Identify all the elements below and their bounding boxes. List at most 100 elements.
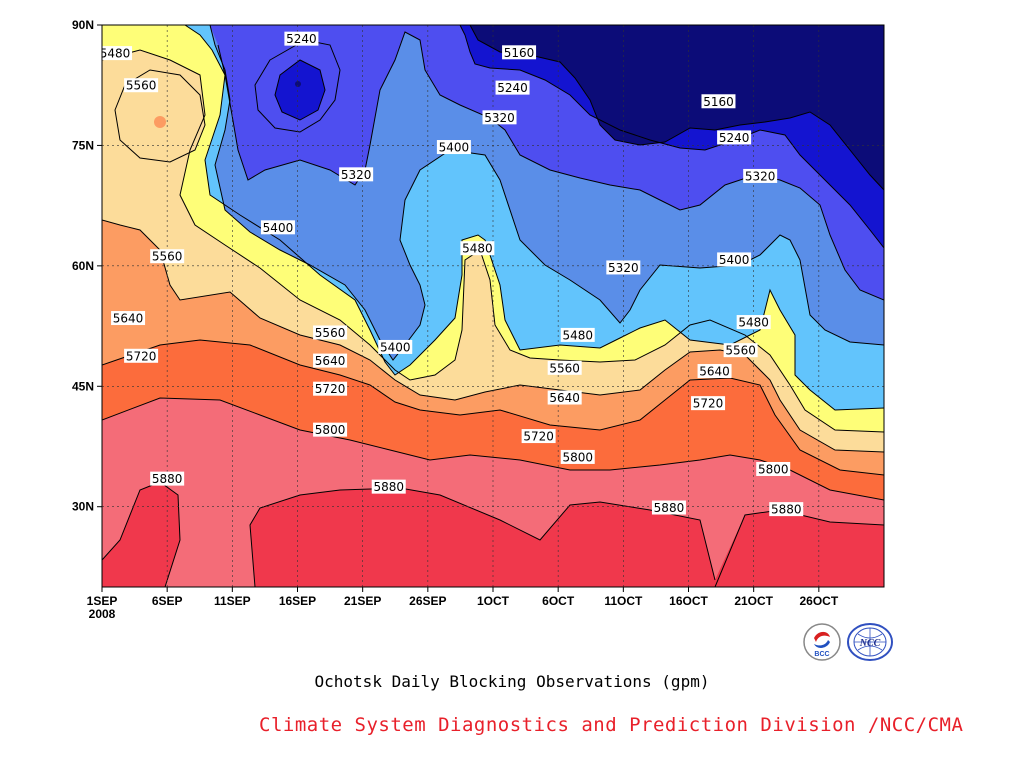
contour-label-bg	[701, 94, 736, 109]
contour-label-text: 5640	[315, 354, 346, 368]
contour-label: 5240	[717, 130, 752, 145]
x-tick-label: 1SEP	[87, 594, 118, 608]
contour-label: 5880	[150, 471, 185, 486]
contour-label-text: 5400	[263, 221, 294, 235]
contour-label-bg	[111, 311, 146, 326]
high-center-dot	[154, 116, 166, 128]
contour-label: 5160	[502, 45, 537, 60]
contour-label: 5880	[651, 500, 686, 515]
x-tick-label: 21SEP	[344, 594, 381, 608]
contour-label-bg	[339, 167, 374, 182]
contour-label-text: 5480	[738, 316, 769, 330]
chart-title: Ochotsk Daily Blocking Observations (gpm…	[314, 672, 710, 691]
contour-label-bg	[547, 360, 582, 375]
contour-label-text: 5480	[462, 242, 493, 256]
y-tick-label: 30N	[72, 500, 94, 514]
contour-label-text: 5560	[126, 79, 157, 93]
contour-label-text: 5640	[549, 391, 580, 405]
ncc-logo: NCC	[847, 623, 893, 661]
y-tick-label: 45N	[72, 379, 94, 393]
credit-line: Climate System Diagnostics and Predictio…	[259, 714, 964, 736]
contour-label-text: 5800	[758, 462, 789, 476]
contour-label-text: 5160	[504, 46, 535, 60]
contour-label-bg	[769, 502, 804, 517]
contour-label: 5560	[150, 249, 185, 264]
contour-label: 5480	[100, 46, 133, 61]
contour-label-text: 5320	[484, 111, 515, 125]
contour-label-bg	[371, 479, 406, 494]
x-tick-label: 21OCT	[734, 594, 773, 608]
contour-label: 5720	[691, 396, 726, 411]
x-tick-label: 6OCT	[542, 594, 575, 608]
contour-label: 5800	[756, 461, 791, 476]
contour-label: 5400	[436, 140, 471, 155]
contour-label-text: 5320	[608, 261, 639, 275]
contour-label-bg	[606, 260, 641, 275]
contour-label-bg	[547, 390, 582, 405]
contour-label: 5880	[371, 479, 406, 494]
contour-label-text: 5320	[745, 169, 776, 183]
contour-label: 5240	[284, 31, 319, 46]
contour-label-bg	[691, 396, 726, 411]
x-tick-label: 16OCT	[669, 594, 708, 608]
svg-text:NCC: NCC	[859, 638, 881, 649]
contour-label-bg	[756, 461, 791, 476]
contour-label: 5880	[769, 502, 804, 517]
contour-label-text: 5720	[126, 349, 157, 363]
contour-label-text: 5640	[113, 312, 144, 326]
contour-label-bg	[124, 78, 159, 93]
low-5160-center	[275, 60, 325, 120]
contour-label-bg	[313, 325, 348, 340]
contour-label-text: 5400	[439, 141, 470, 155]
contour-label-bg	[717, 252, 752, 267]
contour-label-bg	[102, 46, 133, 61]
contour-label-bg	[313, 422, 348, 437]
contour-label-text: 5800	[315, 423, 346, 437]
contour-label-bg	[560, 327, 595, 342]
contour-label: 5560	[124, 78, 159, 93]
contour-label-bg	[717, 130, 752, 145]
contour-label-text: 5880	[152, 472, 183, 486]
contour-label: 5640	[547, 390, 582, 405]
contour-label-text: 5640	[699, 365, 730, 379]
contour-label: 5560	[723, 343, 758, 358]
contour-label: 5720	[313, 381, 348, 396]
low-center-dot	[295, 81, 301, 87]
contour-label-text: 5880	[654, 501, 685, 515]
contour-label: 5480	[560, 327, 595, 342]
bcc-logo: BCC	[803, 623, 841, 661]
x-tick-label: 1OCT	[477, 594, 510, 608]
contour-label-text: 5560	[725, 344, 756, 358]
contour-label: 5240	[495, 80, 530, 95]
contour-label-bg	[150, 249, 185, 264]
contour-label-bg	[697, 364, 732, 379]
contour-label-text: 5240	[286, 32, 317, 46]
contour-label-bg	[736, 315, 771, 330]
contour-label: 5800	[560, 449, 595, 464]
contour-label-text: 5720	[523, 430, 554, 444]
contour-label: 5320	[743, 168, 778, 183]
contour-label-text: 5560	[152, 250, 183, 264]
contour-label-text: 5720	[693, 397, 724, 411]
contour-label-bg	[313, 381, 348, 396]
contour-label-bg	[260, 220, 295, 235]
contour-label-bg	[482, 110, 517, 125]
x-tick-label: 16SEP	[279, 594, 316, 608]
contour-label-text: 5480	[100, 47, 131, 61]
contour-label: 5720	[124, 348, 159, 363]
contour-label: 5320	[339, 167, 374, 182]
contour-label: 5480	[736, 315, 771, 330]
contour-label-bg	[502, 45, 537, 60]
y-tick-label: 90N	[72, 18, 94, 32]
contour-label-bg	[124, 348, 159, 363]
contour-label-bg	[150, 471, 185, 486]
contour-label-bg	[743, 168, 778, 183]
contour-label-bg	[378, 339, 413, 354]
x-tick-label: 26SEP	[409, 594, 446, 608]
contour-label: 5480	[460, 241, 495, 256]
contour-label-text: 5320	[341, 168, 372, 182]
plot-area: 5480 5560 5240 5160 5240 5320 5400 5320 5160 5240…	[100, 25, 884, 587]
x-year-label: 2008	[89, 607, 116, 621]
contour-label: 5800	[313, 422, 348, 437]
